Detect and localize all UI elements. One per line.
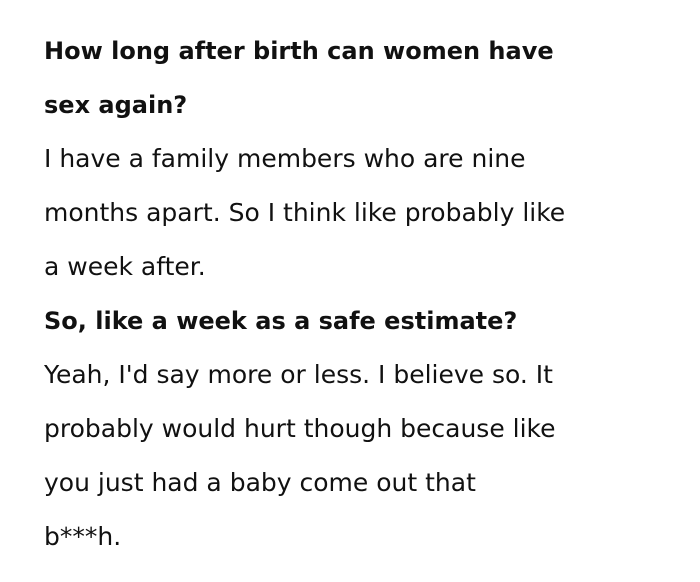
- answer-line: a week after.: [44, 252, 206, 281]
- question-line: So, like a week as a safe estimate?: [44, 307, 518, 335]
- answer-line: Yeah, I'd say more or less. I believe so…: [44, 360, 553, 389]
- question-1: How long after birth can women have sex …: [44, 24, 565, 132]
- answer-line: months apart. So I think like probably l…: [44, 198, 566, 227]
- answer-2: Yeah, I'd say more or less. I believe so…: [44, 348, 565, 564]
- answer-line: you just had a baby come out that: [44, 468, 476, 497]
- answer-1: I have a family members who are nine mon…: [44, 132, 565, 294]
- answer-line: b***h.: [44, 522, 122, 551]
- qa-text: How long after birth can women have sex …: [44, 24, 565, 564]
- question-line: How long after birth can women have: [44, 37, 554, 65]
- question-line: sex again?: [44, 91, 188, 119]
- question-2: So, like a week as a safe estimate?: [44, 294, 565, 348]
- answer-line: I have a family members who are nine: [44, 144, 526, 173]
- answer-line: probably would hurt though because like: [44, 414, 556, 443]
